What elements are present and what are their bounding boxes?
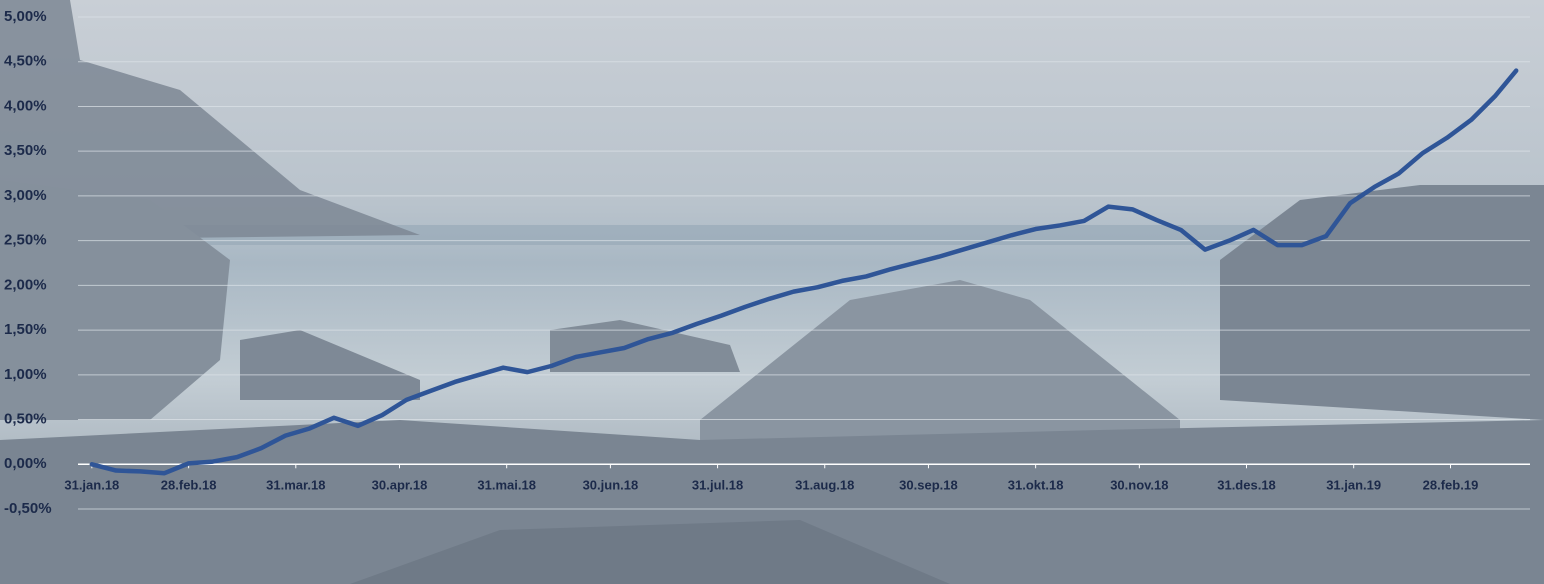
x-tick-label: 30.sep.18: [899, 478, 958, 493]
x-tick-label: 31.jan.18: [64, 478, 119, 493]
x-tick-label: 31.jan.19: [1326, 478, 1381, 493]
x-tick-label: 31.des.18: [1217, 478, 1276, 493]
x-tick-label: 30.nov.18: [1110, 478, 1168, 493]
x-tick-label: 31.aug.18: [795, 478, 854, 493]
grid: -0,50% 0,00% 0,50% 1,00% 1,50% 2,00% 2,50% 3,00…: [4, 8, 1530, 517]
x-tick-label: 30.jun.18: [583, 478, 639, 493]
y-tick-label: 4,50%: [4, 53, 47, 70]
y-tick-label: 2,50%: [4, 232, 47, 249]
y-tick-label: 1,50%: [4, 321, 47, 338]
x-tick-label: 30.apr.18: [372, 478, 428, 493]
y-tick-label: 4,00%: [4, 97, 47, 114]
x-tick-label: 28.feb.18: [161, 478, 217, 493]
y-tick-label: 2,00%: [4, 276, 47, 293]
plot-area: [89, 68, 1519, 476]
y-tick-label: 0,50%: [4, 411, 47, 428]
x-tick-label: 31.okt.18: [1008, 478, 1064, 493]
y-tick-label: 3,50%: [4, 142, 47, 159]
line-series: [89, 68, 1519, 476]
y-tick-label: 0,00%: [4, 455, 47, 472]
y-tick-label: 3,00%: [4, 187, 47, 204]
x-tick-label: 28.feb.19: [1423, 478, 1479, 493]
y-tick-label: 5,00%: [4, 8, 47, 25]
y-tick-label: 1,00%: [4, 366, 47, 383]
x-tick-label: 31.jul.18: [692, 478, 743, 493]
x-tick-label: 31.mar.18: [266, 478, 325, 493]
y-tick-label: -0,50%: [4, 500, 52, 517]
x-tick-label: 31.mai.18: [477, 478, 536, 493]
